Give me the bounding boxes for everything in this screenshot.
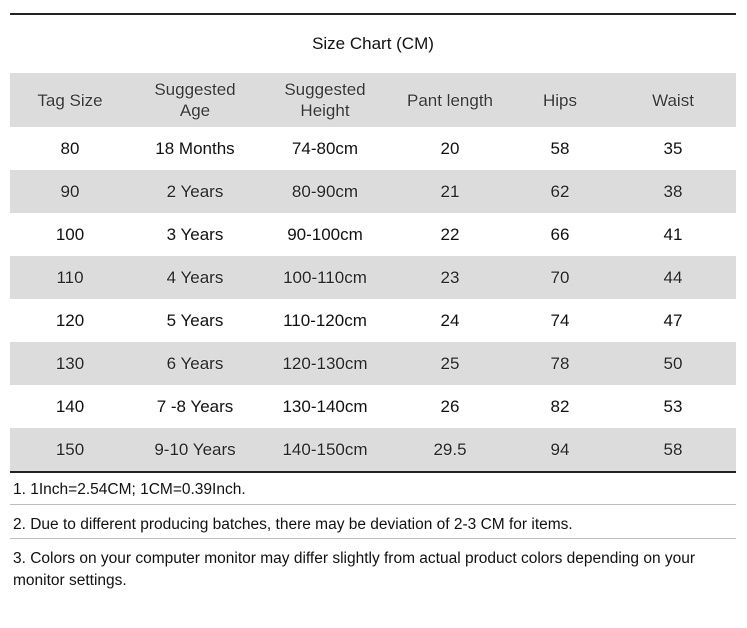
note-colors: 3. Colors on your computer monitor may d… <box>13 550 696 589</box>
cell-age: 18 Months <box>155 138 235 158</box>
cell-waist: 53 <box>663 396 683 416</box>
cell-waist: 41 <box>663 224 683 244</box>
cell-height: 100-110cm <box>283 267 367 287</box>
cell-age: 4 Years <box>166 267 224 287</box>
header-pant-length: Pant length <box>406 90 493 110</box>
size-table: Tag Size Suggested Age Suggested Height … <box>10 73 736 471</box>
cell-hips: 66 <box>550 224 570 244</box>
cell-tag-size: 120 <box>55 310 85 330</box>
cell-hips: 82 <box>550 396 570 416</box>
cell-height: 90-100cm <box>287 224 363 244</box>
cell-hips: 94 <box>550 439 570 459</box>
cell-tag-size: 100 <box>55 224 85 244</box>
cell-age: 6 Years <box>166 353 224 373</box>
cell-pant-length: 21 <box>440 181 460 201</box>
cell-height: 140-150cm <box>282 439 368 459</box>
cell-tag-size: 150 <box>55 439 85 459</box>
table-row: 150 9-10 Years 140-150cm 29.5 94 58 <box>10 428 736 471</box>
cell-age: 9-10 Years <box>154 439 236 459</box>
cell-waist: 50 <box>663 353 683 373</box>
table-row: 100 3 Years 90-100cm 22 66 41 <box>10 213 736 256</box>
table-row: 140 7 -8 Years 130-140cm 26 82 53 <box>10 385 736 428</box>
header-row: Tag Size Suggested Age Suggested Height … <box>10 73 736 127</box>
cell-pant-length: 24 <box>440 310 460 330</box>
cell-hips: 74 <box>550 310 570 330</box>
cell-waist: 58 <box>663 439 683 459</box>
cell-age: 2 Years <box>166 181 224 201</box>
header-suggested-age: Suggested Age <box>154 80 236 120</box>
header-tag-size: Tag Size <box>37 90 103 110</box>
cell-hips: 70 <box>550 267 570 287</box>
table-row: 120 5 Years 110-120cm 24 74 47 <box>10 299 736 342</box>
cell-tag-size: 130 <box>55 353 85 373</box>
note-divider <box>10 538 736 539</box>
cell-waist: 47 <box>663 310 683 330</box>
cell-height: 110-120cm <box>283 310 367 330</box>
cell-pant-length: 26 <box>440 396 460 416</box>
cell-tag-size: 90 <box>60 181 80 201</box>
cell-waist: 35 <box>663 138 683 158</box>
cell-pant-length: 22 <box>440 224 460 244</box>
cell-tag-size: 110 <box>56 267 84 287</box>
top-rule <box>10 13 736 15</box>
note-divider <box>10 504 736 505</box>
table-row: 80 18 Months 74-80cm 20 58 35 <box>10 127 736 170</box>
cell-waist: 38 <box>663 181 683 201</box>
header-suggested-height: Suggested Height <box>284 80 366 120</box>
cell-tag-size: 140 <box>55 396 85 416</box>
size-chart: Size Chart (CM) Tag Size Suggested Age S… <box>10 13 736 473</box>
cell-age: 5 Years <box>166 310 224 330</box>
table-row: 110 4 Years 100-110cm 23 70 44 <box>10 256 736 299</box>
cell-hips: 78 <box>550 353 570 373</box>
bottom-rule <box>10 471 736 473</box>
cell-hips: 58 <box>550 138 570 158</box>
note-conversion: 1. 1Inch=2.54CM; 1CM=0.39Inch. <box>13 481 246 498</box>
cell-tag-size: 80 <box>60 138 80 158</box>
cell-hips: 62 <box>550 181 570 201</box>
table-row: 90 2 Years 80-90cm 21 62 38 <box>10 170 736 213</box>
header-waist: Waist <box>652 90 694 110</box>
cell-pant-length: 25 <box>440 353 460 373</box>
cell-pant-length: 23 <box>440 267 460 287</box>
cell-waist: 44 <box>663 267 683 287</box>
chart-title: Size Chart (CM) <box>312 34 434 53</box>
header-hips: Hips <box>542 90 577 110</box>
cell-pant-length: 29.5 <box>433 439 467 459</box>
cell-height: 130-140cm <box>282 396 368 416</box>
note-deviation: 2. Due to different producing batches, t… <box>13 516 573 533</box>
cell-age: 3 Years <box>166 224 224 244</box>
cell-height: 74-80cm <box>291 138 359 158</box>
cell-age: 7 -8 Years <box>156 396 234 416</box>
table-row: 130 6 Years 120-130cm 25 78 50 <box>10 342 736 385</box>
cell-height: 80-90cm <box>291 181 359 201</box>
cell-height: 120-130cm <box>282 353 368 373</box>
cell-pant-length: 20 <box>440 138 460 158</box>
